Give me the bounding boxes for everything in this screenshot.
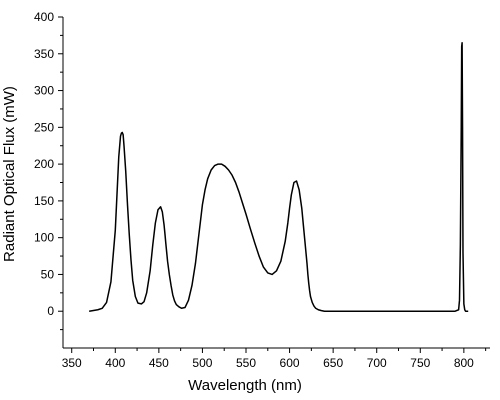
x-tick-label: 500 (192, 356, 212, 370)
spectrum-series-line (89, 41, 469, 312)
x-tick-label: 350 (62, 356, 82, 370)
x-tick-label: 700 (367, 356, 387, 370)
y-tick-label: 50 (41, 267, 55, 281)
y-tick-label: 0 (47, 304, 54, 318)
y-axis-title: Radiant Optical Flux (mW) (1, 86, 18, 262)
y-tick-label: 400 (34, 10, 54, 24)
x-ticks: 350 400 450 500 550 600 650 700 750 800 (62, 348, 487, 370)
y-tick-label: 150 (34, 194, 54, 208)
x-tick-label: 650 (323, 356, 343, 370)
x-tick-label: 550 (236, 356, 256, 370)
y-ticks: 0 50 100 150 200 250 300 350 400 (34, 10, 63, 331)
y-tick-label: 350 (34, 47, 54, 61)
x-tick-label: 750 (410, 356, 430, 370)
x-axis-title: Wavelength (nm) (188, 377, 302, 394)
x-tick-label: 600 (280, 356, 300, 370)
x-tick-label: 400 (105, 356, 125, 370)
x-tick-label: 450 (149, 356, 169, 370)
y-tick-label: 250 (34, 120, 54, 134)
series-layer (89, 41, 469, 312)
y-tick-label: 100 (34, 231, 54, 245)
y-tick-label: 300 (34, 84, 54, 98)
x-tick-label: 800 (454, 356, 474, 370)
y-tick-label: 200 (34, 157, 54, 171)
